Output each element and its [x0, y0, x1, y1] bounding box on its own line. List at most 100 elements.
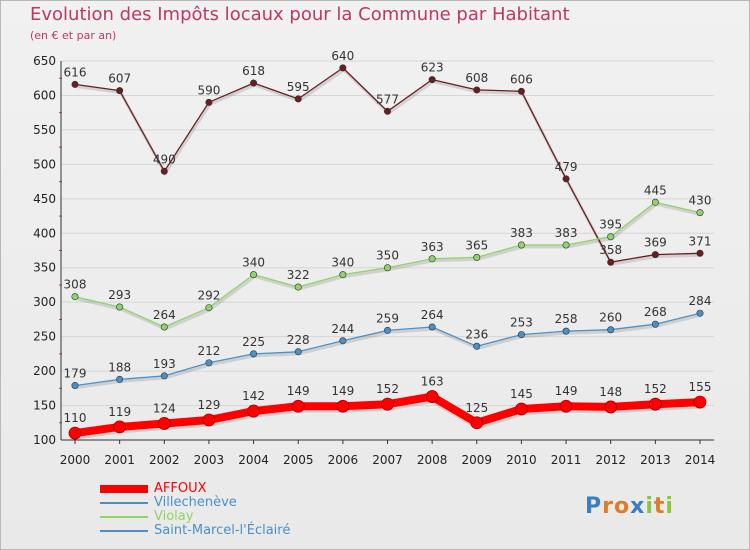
data-point — [113, 420, 127, 434]
data-point — [205, 304, 213, 312]
data-label: 142 — [242, 389, 265, 403]
data-label: 340 — [242, 256, 265, 270]
data-point — [116, 375, 124, 383]
x-tick-label: 2004 — [238, 453, 269, 467]
data-point — [294, 95, 302, 103]
data-label: 155 — [689, 380, 712, 394]
data-label: 340 — [331, 256, 354, 270]
data-label: 193 — [153, 357, 176, 371]
chart-subtitle: (en € et par an) — [30, 29, 117, 42]
y-tick-label: 350 — [33, 261, 56, 275]
data-label: 236 — [465, 327, 488, 341]
data-label: 145 — [510, 387, 533, 401]
data-point — [607, 326, 615, 334]
x-tick-label: 2009 — [462, 453, 493, 467]
data-label: 350 — [376, 249, 399, 263]
data-label: 618 — [242, 64, 265, 78]
data-point — [651, 251, 659, 259]
data-point — [428, 255, 436, 263]
data-point — [116, 87, 124, 95]
logo-letter: x — [630, 494, 646, 519]
data-label: 595 — [287, 80, 310, 94]
data-point — [473, 342, 481, 350]
data-label: 110 — [64, 411, 87, 425]
proxiti-logo: Proxiti — [585, 494, 674, 519]
y-tick-label: 500 — [33, 157, 56, 171]
y-tick-label: 650 — [33, 54, 56, 68]
y-tick-label: 200 — [33, 364, 56, 378]
data-point — [470, 416, 484, 430]
data-point — [651, 320, 659, 328]
data-point — [339, 271, 347, 279]
data-point — [517, 87, 525, 95]
data-label: 322 — [287, 268, 310, 282]
data-label: 479 — [555, 160, 578, 174]
data-point — [648, 397, 662, 411]
x-tick-label: 2013 — [640, 453, 671, 467]
data-point — [383, 264, 391, 272]
data-label: 268 — [644, 305, 667, 319]
data-point — [250, 350, 258, 358]
data-point — [71, 80, 79, 88]
y-tick-label: 450 — [33, 192, 56, 206]
logo-letter: i — [645, 494, 654, 519]
data-point — [202, 413, 216, 427]
logo-letter: t — [653, 494, 666, 519]
data-point — [607, 233, 615, 241]
data-label: 225 — [242, 335, 265, 349]
data-point — [607, 258, 615, 266]
data-point — [696, 249, 704, 257]
legend-swatch — [100, 502, 148, 504]
data-label: 228 — [287, 333, 310, 347]
x-tick-label: 2005 — [283, 453, 314, 467]
data-label: 616 — [64, 65, 87, 79]
legend-label: AFFOUX — [154, 481, 207, 496]
data-point — [425, 390, 439, 403]
data-point — [116, 303, 124, 311]
legend-swatch — [100, 530, 148, 532]
x-tick-label: 2001 — [104, 453, 135, 467]
data-label: 623 — [421, 61, 444, 75]
data-point — [428, 76, 436, 84]
data-point — [604, 400, 618, 414]
data-label: 212 — [197, 344, 220, 358]
data-label: 188 — [108, 360, 131, 374]
data-label: 358 — [599, 243, 622, 257]
logo-letter: i — [665, 494, 674, 519]
data-label: 244 — [331, 322, 354, 336]
data-point — [247, 404, 260, 418]
x-tick-label: 2012 — [595, 453, 626, 467]
x-tick-label: 2006 — [328, 453, 359, 467]
data-point — [205, 359, 213, 367]
chart-title: Evolution des Impôts locaux pour la Comm… — [30, 4, 570, 25]
data-label: 149 — [287, 384, 310, 398]
data-point — [383, 107, 391, 115]
data-point — [381, 397, 394, 411]
data-label: 119 — [108, 405, 131, 419]
data-point — [339, 64, 347, 72]
x-tick-label: 2011 — [551, 453, 582, 467]
y-tick-label: 150 — [33, 399, 56, 413]
data-point — [562, 241, 570, 249]
data-label: 606 — [510, 72, 533, 86]
data-label: 292 — [197, 289, 220, 303]
data-point — [473, 86, 481, 94]
data-point — [515, 402, 528, 416]
data-label: 383 — [510, 226, 533, 240]
data-point — [696, 209, 704, 217]
data-label: 264 — [421, 308, 444, 322]
data-label: 152 — [644, 382, 667, 396]
y-tick-label: 250 — [33, 330, 56, 344]
legend-label: Villechenève — [154, 495, 237, 510]
line-chart: 100 150 200 250 300 350 400 450 500 550 600 650 2000… — [33, 49, 715, 467]
data-point — [291, 399, 305, 413]
data-label: 577 — [376, 92, 399, 106]
data-point — [473, 253, 481, 261]
data-point — [696, 309, 704, 317]
data-point — [693, 395, 707, 409]
data-point — [336, 399, 350, 413]
data-point — [160, 167, 168, 175]
data-point — [250, 79, 258, 87]
data-label: 259 — [376, 311, 399, 325]
data-label: 395 — [599, 218, 622, 232]
